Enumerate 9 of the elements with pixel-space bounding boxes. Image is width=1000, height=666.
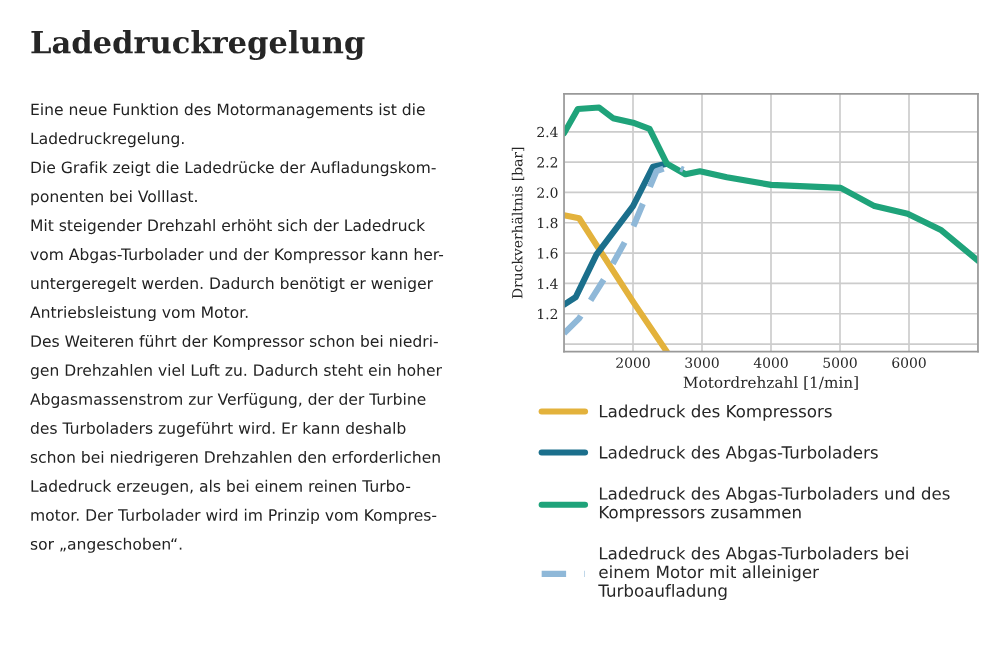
legend-label: Ladedruck des Abgas-Turboladers [599, 445, 878, 462]
legend-label: Ladedruck des Kompressors [599, 404, 832, 421]
line-series [564, 160, 670, 308]
legend-label: Ladedruck des Abgas-Turboladers bei einem Motor mit alleiniger Turboaufladung [598, 546, 908, 601]
line-series [564, 162, 687, 337]
text: Ladedruckregelung [31, 29, 365, 60]
legend-label: Ladedruck des Abgas-Turboladers und des Kompressors zusammen [599, 486, 950, 522]
line-series [564, 212, 670, 352]
line-series [564, 104, 978, 264]
